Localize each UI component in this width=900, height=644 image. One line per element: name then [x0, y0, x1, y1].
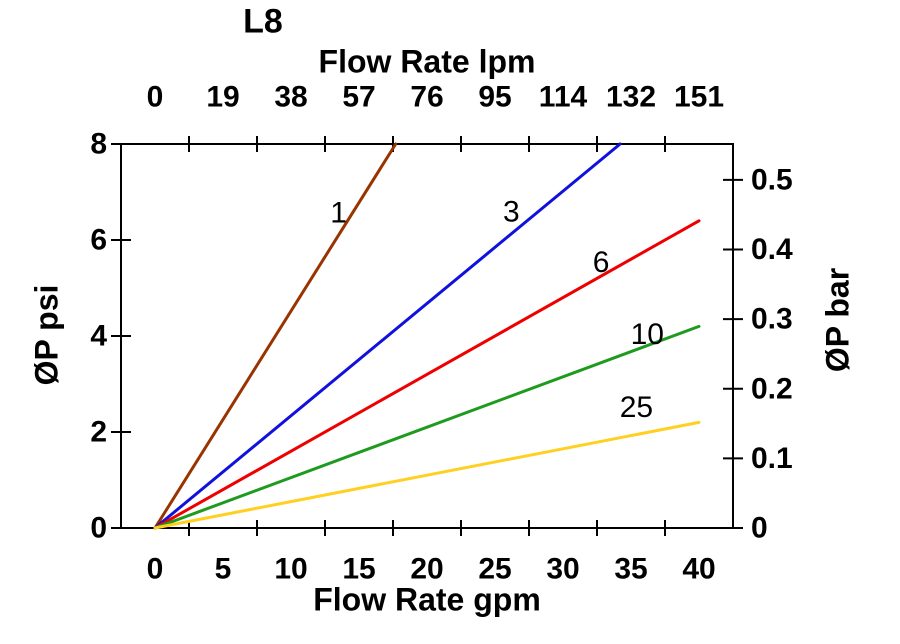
bottom-axis-title: Flow Rate gpm [313, 581, 541, 618]
gpm-tick-label: 40 [682, 553, 715, 586]
bar-tick-label: 0.5 [751, 163, 793, 196]
gpm-tick-label: 35 [614, 553, 647, 586]
series-line-3 [153, 142, 622, 530]
series-line-6 [153, 219, 701, 530]
gpm-tick-label: 10 [274, 553, 307, 586]
bar-tick-label: 0.1 [751, 442, 793, 475]
gpm-tick-label: 20 [410, 553, 443, 586]
series-label-1: 1 [330, 197, 347, 230]
lpm-tick-label: 38 [274, 81, 307, 114]
series-line-25 [153, 420, 701, 530]
bar-tick-label: 0.3 [751, 303, 793, 336]
lpm-tick-label: 0 [147, 81, 164, 114]
gpm-tick-label: 15 [342, 553, 375, 586]
series-label-25: 25 [620, 391, 653, 424]
chart-title: L8 [243, 2, 283, 41]
series-label-3: 3 [503, 196, 520, 229]
lpm-tick-label: 151 [674, 81, 724, 114]
psi-tick-label: 6 [90, 224, 107, 257]
lpm-tick-label: 19 [206, 81, 239, 114]
lpm-tick-label: 114 [539, 81, 588, 114]
psi-tick-label: 4 [90, 320, 107, 353]
psi-tick-label: 0 [90, 512, 107, 545]
psi-tick-label: 8 [90, 128, 107, 161]
top-axis-title: Flow Rate lpm [318, 43, 536, 80]
psi-tick-label: 2 [90, 416, 107, 449]
lpm-tick-label: 95 [478, 81, 511, 114]
series-line-1 [153, 142, 398, 530]
bar-tick-label: 0.2 [751, 372, 793, 405]
gpm-tick-label: 0 [147, 553, 164, 586]
gpm-tick-label: 25 [478, 553, 511, 586]
bar-tick-label: 0.4 [751, 233, 793, 266]
lpm-tick-label: 76 [410, 81, 443, 114]
gpm-tick-label: 30 [546, 553, 579, 586]
lpm-tick-label: 57 [342, 81, 375, 114]
series-label-6: 6 [593, 246, 610, 279]
series-label-10: 10 [631, 318, 664, 351]
lpm-tick-label: 132 [606, 81, 656, 114]
bar-tick-label: 0 [751, 512, 768, 545]
series-line-10 [153, 324, 701, 530]
gpm-tick-label: 5 [215, 553, 232, 586]
